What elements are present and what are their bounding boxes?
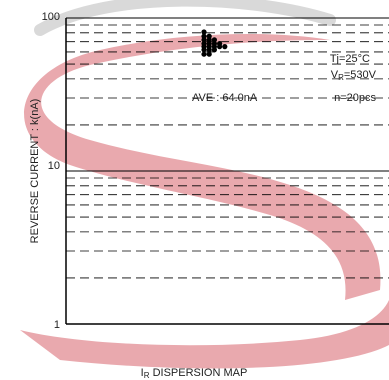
caption-rest: DISPERSION MAP xyxy=(150,367,248,379)
condition-vr-value: =530V xyxy=(344,69,377,81)
data-point xyxy=(211,47,217,53)
data-point xyxy=(201,37,207,43)
y-axis-title: REVERSE CURRENT : k(nA) xyxy=(29,99,41,244)
data-point xyxy=(201,29,207,35)
condition-vr: VR=530V xyxy=(331,69,377,82)
caption-symbol: I xyxy=(141,367,144,379)
data-point xyxy=(206,33,212,39)
data-point xyxy=(206,37,212,43)
data-point xyxy=(206,47,212,53)
condition-sample-count: n=20pcs xyxy=(334,92,376,104)
data-point xyxy=(211,37,217,43)
condition-tj: Tj=25°C xyxy=(330,53,370,65)
data-point xyxy=(206,51,212,57)
data-point xyxy=(201,51,207,57)
y-tick-label-10: 10 xyxy=(48,160,60,172)
condition-vr-symbol: V xyxy=(331,69,339,81)
data-points xyxy=(201,29,228,57)
condition-vr-subscript: R xyxy=(338,73,344,82)
data-point xyxy=(201,47,207,53)
y-tick-label-1: 1 xyxy=(54,319,60,331)
data-point xyxy=(217,44,223,50)
y-tick-label-100: 100 xyxy=(42,11,60,23)
watermark-swoosh-upper xyxy=(24,34,381,301)
watermark-logo xyxy=(20,0,389,369)
watermark-swoosh-lower xyxy=(20,300,389,369)
gridlines xyxy=(66,17,389,279)
chart-caption: IR DISPERSION MAP xyxy=(141,367,248,380)
average-label: AVE : 64.0nA xyxy=(192,92,258,104)
watermark-gray-stroke xyxy=(34,0,336,36)
data-point xyxy=(222,44,228,50)
data-point xyxy=(201,33,207,39)
caption-subscript: R xyxy=(144,371,150,380)
